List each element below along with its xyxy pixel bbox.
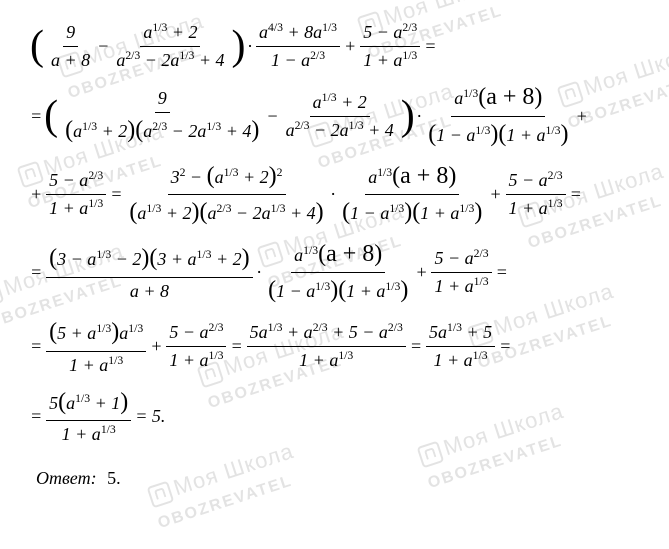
math-solution-page: ( 9 a + 8 − a1/3 + 2 a2/3 − 2a1/3 + 4 ) … [0,0,669,509]
fraction: a1/3 + 2 a2/3 − 2a1/3 + 4 [283,90,397,143]
equals-sign: = [30,404,42,429]
equals-sign: = [30,260,42,285]
minus-sign: − [266,104,278,129]
numerator: 9 [63,20,78,47]
fraction: a1/3(a + 8) (1 − a1/3)(1 + a1/3) [339,160,485,230]
plus-sign: + [30,182,42,207]
equals-sign: = [424,34,436,59]
numerator: (5 + a1/3)a1/3 [46,316,146,352]
answer-label: Ответ: [36,468,97,488]
fraction: a1/3(a + 8) (1 − a1/3)(1 + a1/3) [265,238,411,308]
numerator: 5 − a2/3 [166,320,226,347]
denominator: a + 8 [48,47,93,73]
equals-sign: = [499,334,511,359]
dot-operator: · [248,34,253,59]
math-line-5: = (5 + a1/3)a1/3 1 + a1/3 + 5 − a2/3 1 +… [30,316,639,378]
numerator: 5a1/3 + 5 [426,320,495,347]
fraction: a1/3(a + 8) (1 − a1/3)(1 + a1/3) [425,81,571,151]
denominator: 1 + a1/3 [46,195,106,221]
numerator: 32 − (a1/3 + 2)2 [168,160,286,196]
equals-sign: = [30,334,42,359]
left-paren-icon: ( [44,100,58,134]
fraction: 32 − (a1/3 + 2)2 (a1/3 + 2)(a2/3 − 2a1/3… [126,160,326,230]
numerator: a1/3(a + 8) [365,160,459,196]
denominator: a + 8 [127,278,172,304]
plus-sign: + [150,334,162,359]
numerator: 5 − a2/3 [46,168,106,195]
numerator: 5a1/3 + a2/3 + 5 − a2/3 [247,320,406,347]
right-paren-icon: ) [232,30,246,64]
math-line-4: = (3 − a1/3 − 2)(3 + a1/3 + 2) a + 8 · a… [30,238,639,308]
equals-sign: = [410,334,422,359]
equals-sign: = [30,104,42,129]
fraction: 5 − a2/3 1 + a1/3 [166,320,226,373]
fraction: 5a1/3 + a2/3 + 5 − a2/3 1 + a1/3 [247,320,406,373]
answer-line: Ответ: 5. [36,468,639,489]
left-paren-icon: ( [30,30,44,64]
math-line-6: = 5(a1/3 + 1) 1 + a1/3 = 5. [30,386,639,448]
denominator: (1 − a1/3)(1 + a1/3) [339,195,485,230]
numerator: (3 − a1/3 − 2)(3 + a1/3 + 2) [46,242,252,278]
fraction: a4/3 + 8a1/3 1 − a2/3 [256,20,340,73]
equals-sign: = [230,334,242,359]
denominator: a2/3 − 2a1/3 + 4 [113,47,227,73]
fraction: 5a1/3 + 5 1 + a1/3 [426,320,495,373]
answer-value: 5. [107,468,121,488]
plus-sign: + [344,34,356,59]
denominator: 1 + a1/3 [506,195,566,221]
numerator: a1/3 + 2 [310,90,370,117]
dot-operator: · [257,260,262,285]
numerator: 5 − a2/3 [431,246,491,273]
numerator: a1/3 + 2 [140,20,200,47]
denominator: 1 − a2/3 [268,47,328,73]
fraction: 5 − a2/3 1 + a1/3 [506,168,566,221]
numerator: 5(a1/3 + 1) [46,386,131,422]
math-line-3: + 5 − a2/3 1 + a1/3 = 32 − (a1/3 + 2)2 (… [30,160,639,230]
plus-sign: + [575,104,587,129]
denominator: 1 + a1/3 [431,347,491,373]
numerator: 5 − a2/3 [506,168,566,195]
denominator: 1 + a1/3 [431,273,491,299]
denominator: (1 − a1/3)(1 + a1/3) [425,117,571,152]
numerator: a1/3(a + 8) [291,238,385,274]
denominator: (1 − a1/3)(1 + a1/3) [265,273,411,308]
fraction: 5 − a2/3 1 + a1/3 [431,246,491,299]
denominator: (a1/3 + 2)(a2/3 − 2a1/3 + 4) [126,195,326,230]
plus-sign: + [415,260,427,285]
equals-sign: = [570,182,582,207]
denominator: 1 + a1/3 [296,347,356,373]
equals-sign: = [110,182,122,207]
numerator: 9 [155,86,170,113]
dot-operator: · [417,104,422,129]
final-result: = 5. [135,404,165,429]
plus-sign: + [489,182,501,207]
dot-operator: · [331,182,336,207]
fraction: 5 − a2/3 1 + a1/3 [360,20,420,73]
denominator: 1 + a1/3 [166,347,226,373]
fraction: 5 − a2/3 1 + a1/3 [46,168,106,221]
denominator: a2/3 − 2a1/3 + 4 [283,117,397,143]
numerator: 5 − a2/3 [360,20,420,47]
equals-sign: = [496,260,508,285]
right-paren-icon: ) [401,100,415,134]
fraction: (3 − a1/3 − 2)(3 + a1/3 + 2) a + 8 [46,242,252,304]
fraction: 5(a1/3 + 1) 1 + a1/3 [46,386,131,448]
fraction: a1/3 + 2 a2/3 − 2a1/3 + 4 [113,20,227,73]
fraction: (5 + a1/3)a1/3 1 + a1/3 [46,316,146,378]
numerator: a4/3 + 8a1/3 [256,20,340,47]
denominator: 1 + a1/3 [59,421,119,447]
numerator: a1/3(a + 8) [451,81,545,117]
fraction: 9 a + 8 [48,20,93,73]
denominator: 1 + a1/3 [66,352,126,378]
fraction: 9 (a1/3 + 2)(a2/3 − 2a1/3 + 4) [62,86,262,148]
minus-sign: − [97,34,109,59]
denominator: (a1/3 + 2)(a2/3 − 2a1/3 + 4) [62,113,262,148]
math-line-2: = ( 9 (a1/3 + 2)(a2/3 − 2a1/3 + 4) − a1/… [30,81,639,151]
math-line-1: ( 9 a + 8 − a1/3 + 2 a2/3 − 2a1/3 + 4 ) … [30,20,639,73]
denominator: 1 + a1/3 [360,47,420,73]
